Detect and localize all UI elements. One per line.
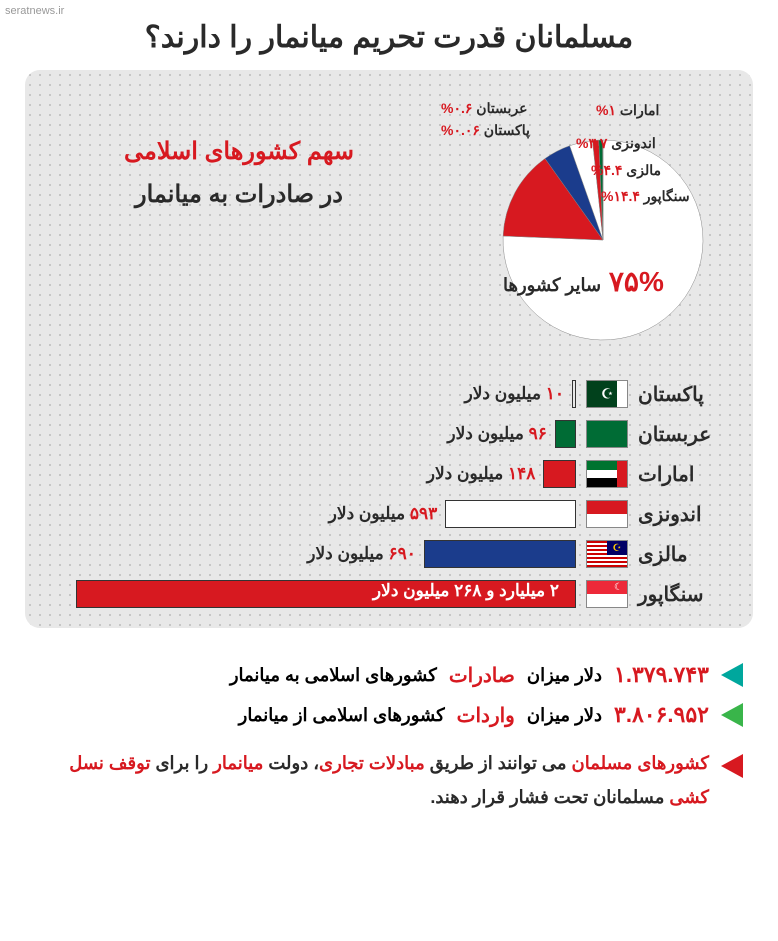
- bar-track: ۵۹۳ میلیون دلار: [45, 500, 576, 528]
- bar-fill: ۲ میلیارد و ۲۶۸ میلیون دلار: [76, 580, 576, 608]
- exports-stat: ۱.۳۷۹.۷۴۳ دلار میزان صادرات کشورهای اسلا…: [35, 662, 743, 688]
- bar-row: اندونزی ۵۹۳ میلیون دلار: [45, 500, 733, 528]
- bar-track: ۱۰ میلیون دلار: [45, 380, 576, 408]
- bar-fill: [543, 460, 576, 488]
- bar-row: امارات ۱۴۸ میلیون دلار: [45, 460, 733, 488]
- flag-icon: [586, 380, 628, 408]
- text: کشورهای اسلامی از میانمار: [239, 705, 445, 726]
- imports-stat: ۳.۸۰۶.۹۵۲ دلار میزان واردات کشورهای اسلا…: [35, 702, 743, 728]
- country-name: عربستان: [638, 422, 733, 447]
- text-span: مسلمانان تحت فشار قرار دهند.: [430, 787, 669, 807]
- exports-value: ۱.۳۷۹.۷۴۳: [614, 662, 709, 688]
- bar-track: ۹۶ میلیون دلار: [45, 420, 576, 448]
- country-name: پاکستان: [638, 382, 733, 407]
- bar-fill: [572, 380, 576, 408]
- pie-label: عربستان ۰.۶%: [438, 100, 528, 117]
- main-title: مسلمانان قدرت تحریم میانمار را دارند؟: [25, 20, 753, 55]
- conclusion: کشورهای مسلمان می توانند از طریق مبادلات…: [35, 746, 743, 814]
- conclusion-text: کشورهای مسلمان می توانند از طریق مبادلات…: [35, 746, 709, 814]
- pie-others-label: ۷۵% سایر کشورها: [503, 265, 664, 298]
- country-name: اندونزی: [638, 502, 733, 527]
- bar-row: مالزی ☪ ۶۹۰ میلیون دلار: [45, 540, 733, 568]
- chart-panel: عربستان ۰.۶% پاکستان ۰.۰۶% امارات ۱% اندونز…: [25, 70, 753, 628]
- flag-icon: [586, 460, 628, 488]
- bar-track: ۲ میلیارد و ۲۶۸ میلیون دلار: [45, 580, 576, 608]
- flag-icon: [586, 420, 628, 448]
- bar-row: پاکستان ۱۰ میلیون دلار: [45, 380, 733, 408]
- bar-row: سنگاپور ☾ ۲ میلیارد و ۲۶۸ میلیون دلار: [45, 580, 733, 608]
- subtitle: سهم کشورهای اسلامی در صادرات به میانمار: [45, 90, 433, 216]
- text-span: کشورهای مسلمان: [572, 753, 709, 773]
- country-name: مالزی: [638, 542, 733, 567]
- text: دلار میزان: [527, 665, 602, 686]
- bar-chart: پاکستان ۱۰ میلیون دلار عربستان ۹۶ میلیون…: [45, 380, 733, 608]
- arrow-icon: [721, 754, 743, 778]
- text-span: را برای: [150, 753, 213, 773]
- country-name: امارات: [638, 462, 733, 487]
- text: کشورهای اسلامی به میانمار: [230, 665, 437, 686]
- text-span: مبادلات تجاری: [319, 753, 425, 773]
- pie-label: امارات ۱%: [593, 102, 659, 119]
- bar-track: ۱۴۸ میلیون دلار: [45, 460, 576, 488]
- subtitle-line-1: سهم کشورهای اسلامی: [45, 130, 433, 173]
- bar-row: عربستان ۹۶ میلیون دلار: [45, 420, 733, 448]
- subtitle-line-2: در صادرات به میانمار: [45, 173, 433, 216]
- stats-section: ۱.۳۷۹.۷۴۳ دلار میزان صادرات کشورهای اسلا…: [25, 628, 753, 814]
- text-span: ، دولت: [263, 753, 319, 773]
- text: دلار میزان: [527, 705, 602, 726]
- watermark: seratnews.ir: [5, 5, 64, 17]
- flag-icon: ☾: [586, 580, 628, 608]
- pie-label: سنگاپور ۱۴.۴%: [598, 188, 690, 205]
- infographic-container: مسلمانان قدرت تحریم میانمار را دارند؟ عر…: [0, 0, 778, 834]
- text-span: میانمار: [213, 753, 263, 773]
- exports-key: صادرات: [449, 663, 515, 688]
- flag-icon: [586, 500, 628, 528]
- pie-chart-area: عربستان ۰.۶% پاکستان ۰.۰۶% امارات ۱% اندونز…: [433, 90, 733, 355]
- bar-fill: [445, 500, 576, 528]
- arrow-icon: [721, 703, 743, 727]
- arrow-icon: [721, 663, 743, 687]
- imports-value: ۳.۸۰۶.۹۵۲: [614, 702, 709, 728]
- pie-label: پاکستان ۰.۰۶%: [438, 122, 530, 139]
- bar-fill: [424, 540, 576, 568]
- imports-key: واردات: [457, 703, 515, 728]
- flag-icon: ☪: [586, 540, 628, 568]
- pie-label: مالزی ۴.۴%: [588, 162, 661, 179]
- country-name: سنگاپور: [638, 582, 733, 607]
- pie-label: اندونزی ۳.۷%: [573, 135, 656, 152]
- bar-track: ۶۹۰ میلیون دلار: [45, 540, 576, 568]
- bar-fill: [555, 420, 576, 448]
- text-span: می توانند از طریق: [425, 753, 572, 773]
